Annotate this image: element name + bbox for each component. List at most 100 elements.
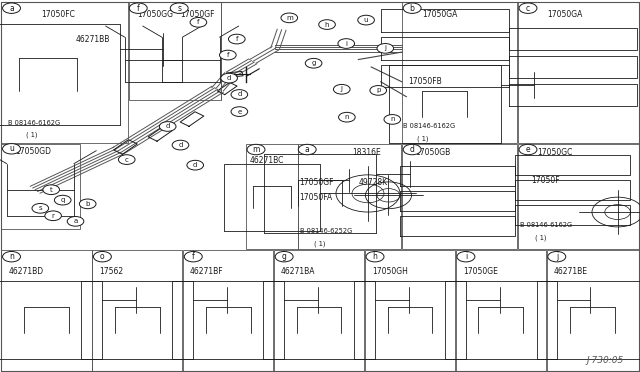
Circle shape xyxy=(221,73,237,83)
Circle shape xyxy=(220,50,236,60)
Circle shape xyxy=(45,211,61,221)
Text: h: h xyxy=(372,252,378,261)
Text: 17050F: 17050F xyxy=(531,176,560,185)
Text: u: u xyxy=(9,144,14,153)
Text: 46271BC: 46271BC xyxy=(250,156,284,165)
Circle shape xyxy=(281,13,298,23)
Circle shape xyxy=(275,251,293,262)
Bar xyxy=(1,144,80,229)
Text: e: e xyxy=(525,145,531,154)
Text: n: n xyxy=(344,114,349,120)
Text: g: g xyxy=(312,60,316,66)
Bar xyxy=(1,2,128,143)
Text: s: s xyxy=(38,205,42,211)
Text: B 08146-6162G: B 08146-6162G xyxy=(520,222,572,228)
Text: 46271BB: 46271BB xyxy=(76,35,110,44)
Text: p: p xyxy=(376,87,380,93)
Circle shape xyxy=(384,115,401,124)
Text: d: d xyxy=(179,142,182,148)
Text: 17050GA: 17050GA xyxy=(547,10,582,19)
Text: 17050GB: 17050GB xyxy=(415,148,450,157)
Bar xyxy=(518,2,639,143)
Circle shape xyxy=(231,107,248,116)
Text: m: m xyxy=(252,145,260,154)
Bar xyxy=(183,250,273,371)
Circle shape xyxy=(366,251,384,262)
Circle shape xyxy=(32,203,49,213)
Text: g: g xyxy=(282,252,287,261)
Circle shape xyxy=(172,140,189,150)
Circle shape xyxy=(247,144,265,155)
Text: ( 1): ( 1) xyxy=(26,132,37,138)
Text: 17050GH: 17050GH xyxy=(372,267,408,276)
Text: h: h xyxy=(324,22,330,28)
Text: f: f xyxy=(137,4,140,13)
Bar xyxy=(92,250,182,371)
Circle shape xyxy=(298,144,316,155)
Text: 17050FB: 17050FB xyxy=(408,77,442,86)
Circle shape xyxy=(93,251,111,262)
Circle shape xyxy=(170,3,188,13)
Circle shape xyxy=(67,217,84,226)
Text: f: f xyxy=(197,19,200,25)
Circle shape xyxy=(519,144,537,155)
Bar xyxy=(402,2,517,143)
Text: J: J xyxy=(340,86,343,92)
Circle shape xyxy=(548,251,566,262)
Text: m: m xyxy=(286,15,292,21)
Circle shape xyxy=(129,3,147,13)
Text: B 08146-6162G: B 08146-6162G xyxy=(403,124,455,129)
Text: e: e xyxy=(237,109,241,115)
Text: u: u xyxy=(364,17,369,23)
Bar xyxy=(518,144,639,249)
Text: 18316E: 18316E xyxy=(352,148,381,157)
Text: 17050GF: 17050GF xyxy=(180,10,215,19)
Text: ( 1): ( 1) xyxy=(314,240,325,247)
Text: 17562: 17562 xyxy=(99,267,124,276)
Text: 49728K: 49728K xyxy=(359,178,388,187)
Text: B 08146-6252G: B 08146-6252G xyxy=(300,228,352,234)
Text: ( 1): ( 1) xyxy=(417,135,429,142)
Circle shape xyxy=(187,160,204,170)
Circle shape xyxy=(457,251,475,262)
Text: s: s xyxy=(177,4,181,13)
Text: a: a xyxy=(305,145,310,154)
Text: 17050GC: 17050GC xyxy=(538,148,573,157)
Circle shape xyxy=(159,122,176,131)
Circle shape xyxy=(231,90,248,99)
Circle shape xyxy=(403,144,421,155)
Text: B 08146-6162G: B 08146-6162G xyxy=(8,120,60,126)
Circle shape xyxy=(319,20,335,29)
Text: J 730:05: J 730:05 xyxy=(587,356,624,365)
Text: r: r xyxy=(52,213,54,219)
Bar xyxy=(547,250,639,371)
Text: j: j xyxy=(384,45,387,51)
Text: f: f xyxy=(192,252,195,261)
Text: 17050FA: 17050FA xyxy=(300,193,333,202)
Bar xyxy=(456,250,546,371)
Text: 17050GA: 17050GA xyxy=(422,10,458,19)
Text: f: f xyxy=(236,36,238,42)
Bar xyxy=(274,250,364,371)
Text: 46271BD: 46271BD xyxy=(8,267,44,276)
Text: i: i xyxy=(345,41,348,46)
Circle shape xyxy=(358,15,374,25)
Text: d: d xyxy=(193,162,197,168)
Circle shape xyxy=(3,251,20,262)
Text: 46271BF: 46271BF xyxy=(190,267,224,276)
Circle shape xyxy=(403,3,421,13)
Text: a: a xyxy=(74,218,77,224)
Text: 17050GF: 17050GF xyxy=(300,178,334,187)
Circle shape xyxy=(43,185,60,195)
Circle shape xyxy=(184,251,202,262)
Text: 17050GD: 17050GD xyxy=(15,147,51,156)
Text: i: i xyxy=(465,252,467,261)
Text: 46271BA: 46271BA xyxy=(281,267,316,276)
Text: n: n xyxy=(9,252,14,261)
Text: b: b xyxy=(86,201,90,207)
Text: b: b xyxy=(410,4,415,13)
Text: 17050GE: 17050GE xyxy=(463,267,497,276)
Circle shape xyxy=(3,3,20,13)
Text: c: c xyxy=(526,4,530,13)
Circle shape xyxy=(228,34,245,44)
